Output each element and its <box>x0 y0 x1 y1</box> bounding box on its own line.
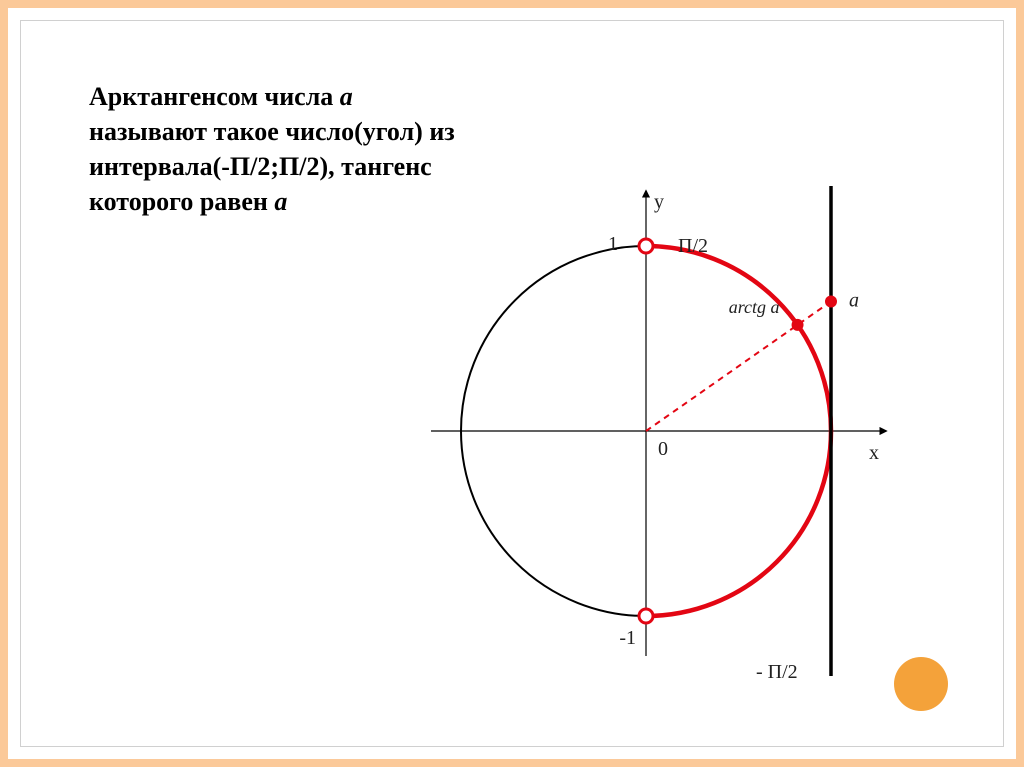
svg-text:П/2: П/2 <box>678 235 708 257</box>
svg-text:-1: -1 <box>619 627 636 649</box>
slide-content: Арктангенсом числа а называют такое числ… <box>20 20 1004 747</box>
svg-text:0: 0 <box>658 438 668 460</box>
frame-left <box>0 0 8 767</box>
svg-text:x: x <box>869 442 879 464</box>
a-point <box>825 295 837 307</box>
angle-ray <box>646 301 831 431</box>
open-marker-bottom <box>639 609 653 623</box>
frame-top <box>0 0 1024 8</box>
definition-text: Арктангенсом числа а называют такое числ… <box>89 79 459 219</box>
svg-text:а: а <box>849 289 859 311</box>
decorative-accent-circle <box>894 657 948 711</box>
svg-text:1: 1 <box>608 233 618 255</box>
frame-right <box>1016 0 1024 767</box>
svg-text:arctg а: arctg а <box>729 297 780 317</box>
frame-bottom <box>0 759 1024 767</box>
unit-circle-diagram: y x 1 -1 0 П/2 - П/2 а arctg а <box>421 151 961 721</box>
open-marker-top <box>639 239 653 253</box>
arctg-point <box>792 319 804 331</box>
svg-text:- П/2: - П/2 <box>756 661 798 683</box>
svg-text:y: y <box>654 191 664 213</box>
